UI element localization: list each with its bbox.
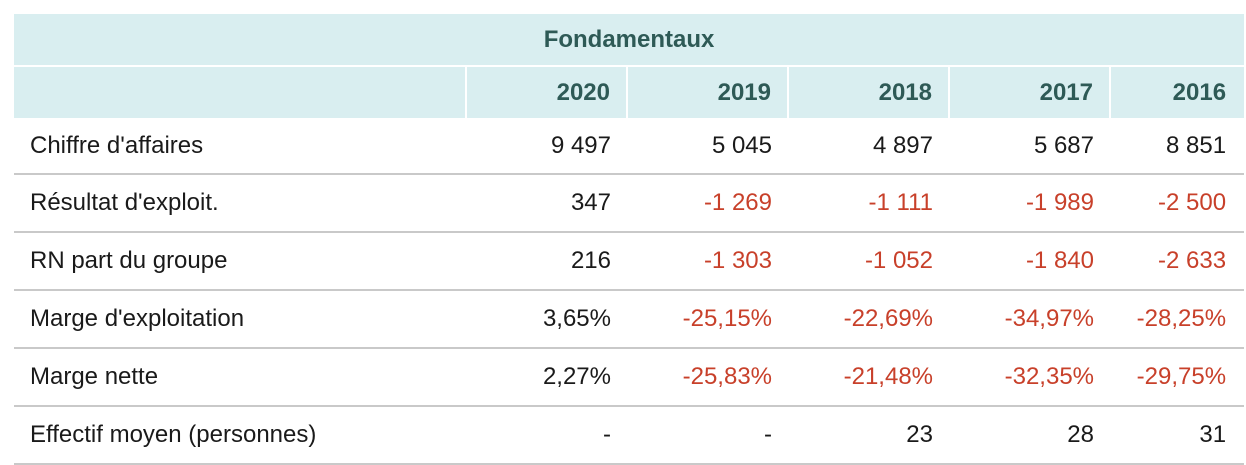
value-cell: -1 989 [949,174,1110,233]
value-cell: -1 840 [949,232,1110,291]
value-cell: 3,65% [466,290,627,349]
value-cell: - [466,406,627,465]
value-cell: 5 045 [627,118,788,175]
value-cell: 28 [949,406,1110,465]
value-cell: -2 500 [1110,174,1245,233]
table-title-row: Fondamentaux [14,14,1245,67]
value-cell: 5 687 [949,118,1110,175]
value-cell: - [627,406,788,465]
value-cell: 9 497 [466,118,627,175]
year-header: 2019 [626,66,788,118]
value-cell: -34,97% [949,290,1110,349]
fundamentals-panel: Fondamentaux 2020 2019 2018 2017 2016 Ch… [14,14,1245,465]
value-cell: 2,27% [466,348,627,407]
value-cell: -29,75% [1110,348,1245,407]
value-cell: 23 [788,406,949,465]
year-header: 2017 [948,66,1110,118]
value-cell: 4 897 [788,118,949,175]
row-label: Marge nette [14,348,466,407]
table-row: Marge d'exploitation 3,65% -25,15% -22,6… [14,290,1245,349]
table-body: Chiffre d'affaires 9 497 5 045 4 897 5 6… [14,118,1245,465]
table-row: Résultat d'exploit. 347 -1 269 -1 111 -1… [14,174,1245,233]
value-cell: -32,35% [949,348,1110,407]
value-cell: -22,69% [788,290,949,349]
row-label: RN part du groupe [14,232,466,291]
year-header-row: 2020 2019 2018 2017 2016 [14,66,1245,118]
value-cell: 8 851 [1110,118,1245,175]
value-cell: -1 303 [627,232,788,291]
value-cell: 31 [1110,406,1245,465]
value-cell: -21,48% [788,348,949,407]
header-label-cell [14,66,466,118]
value-cell: -2 633 [1110,232,1245,291]
value-cell: -25,83% [627,348,788,407]
row-label: Chiffre d'affaires [14,118,466,175]
year-header: 2016 [1108,66,1245,118]
row-label: Effectif moyen (personnes) [14,406,466,465]
table-row: Chiffre d'affaires 9 497 5 045 4 897 5 6… [14,118,1245,175]
value-cell: -1 052 [788,232,949,291]
value-cell: 216 [466,232,627,291]
value-cell: -28,25% [1110,290,1245,349]
year-header: 2018 [787,66,949,118]
value-cell: -25,15% [627,290,788,349]
year-header: 2020 [465,66,627,118]
fundamentals-table: Fondamentaux 2020 2019 2018 2017 2016 Ch… [14,14,1245,465]
row-label: Marge d'exploitation [14,290,466,349]
value-cell: -1 111 [788,174,949,233]
row-label: Résultat d'exploit. [14,174,466,233]
table-row: Effectif moyen (personnes) - - 23 28 31 [14,406,1245,465]
table-title: Fondamentaux [14,14,1245,67]
value-cell: -1 269 [627,174,788,233]
value-cell: 347 [466,174,627,233]
table-row: Marge nette 2,27% -25,83% -21,48% -32,35… [14,348,1245,407]
table-row: RN part du groupe 216 -1 303 -1 052 -1 8… [14,232,1245,291]
